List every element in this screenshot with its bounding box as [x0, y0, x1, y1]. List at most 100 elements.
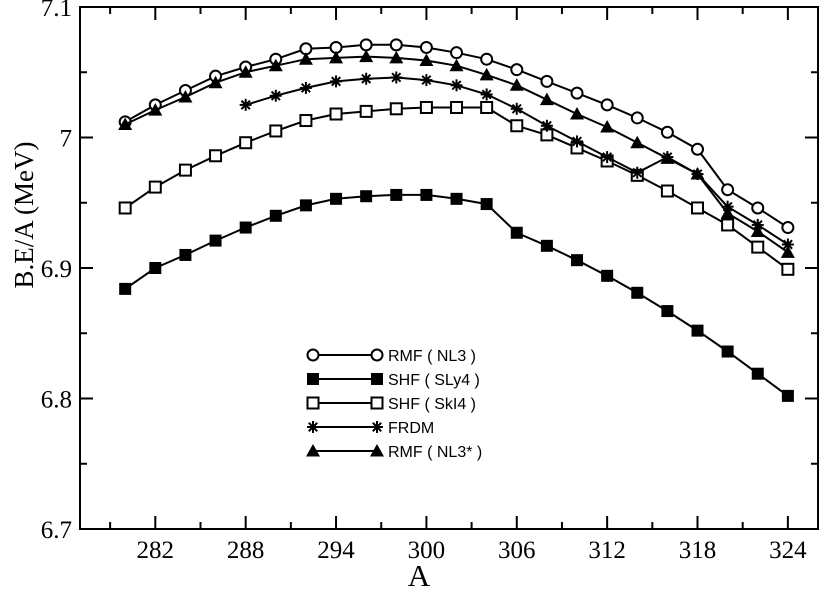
data-point [510, 102, 523, 115]
data-point [510, 226, 523, 239]
data-point [239, 221, 252, 234]
data-point [721, 345, 734, 358]
series-line [124, 106, 789, 271]
data-point [449, 58, 464, 72]
legend-item: FRDM [307, 420, 434, 437]
y-tick-label: 7 [60, 126, 73, 153]
data-point [691, 142, 705, 156]
data-point [208, 75, 223, 89]
legend-marker [306, 396, 320, 410]
y-tick-label: 7.1 [41, 0, 72, 22]
legend-marker [371, 421, 383, 433]
legend-item: RMF ( NL3 ) [306, 348, 476, 365]
data-point [510, 63, 524, 77]
data-point [329, 50, 344, 64]
legend-marker [370, 348, 384, 362]
y-tick-label: 6.7 [41, 517, 72, 544]
data-point [178, 163, 192, 177]
legend-label: SHF ( SkI4 ) [388, 396, 476, 413]
series-2 [118, 100, 795, 276]
legend-item: SHF ( SLy4 ) [307, 372, 480, 389]
data-point [690, 167, 705, 180]
data-point [691, 324, 704, 337]
data-point [269, 124, 283, 138]
data-point [268, 58, 283, 72]
data-point [780, 245, 795, 258]
data-point [751, 240, 765, 254]
x-axis-title: A [408, 558, 431, 593]
x-tick-label: 312 [588, 537, 626, 564]
data-point [209, 234, 222, 247]
data-point [480, 52, 494, 66]
data-point [601, 151, 614, 164]
data-point [751, 201, 765, 215]
y-tick-label: 6.9 [41, 256, 72, 283]
plot-area [118, 38, 795, 402]
data-point [540, 239, 553, 252]
legend-marker [306, 348, 320, 362]
legend-marker [370, 444, 384, 457]
data-point [571, 135, 584, 148]
data-point [721, 218, 735, 232]
data-point [238, 65, 253, 78]
data-point [389, 50, 404, 64]
data-point [148, 180, 162, 194]
x-tick-label: 306 [498, 537, 536, 564]
legend-label: RMF ( NL3* ) [388, 444, 482, 461]
data-point [148, 103, 163, 116]
series-4 [118, 49, 795, 258]
data-point [601, 269, 614, 282]
data-point [781, 389, 794, 402]
data-point [661, 305, 674, 318]
data-point [178, 90, 193, 103]
data-point [389, 102, 403, 116]
legend-item: RMF ( NL3* ) [306, 444, 482, 461]
data-point [360, 72, 373, 85]
data-point [298, 52, 313, 65]
data-point [450, 192, 463, 205]
data-point [751, 367, 764, 380]
data-point [269, 89, 282, 102]
legend-marker [306, 444, 320, 457]
data-point [209, 149, 223, 163]
legend-item: SHF ( SkI4 ) [306, 396, 476, 413]
data-point [149, 262, 162, 274]
data-point [721, 183, 735, 197]
legend-label: FRDM [388, 420, 434, 437]
data-point [450, 79, 463, 92]
data-point [299, 81, 312, 94]
data-point [660, 125, 674, 139]
data-point [360, 190, 373, 203]
data-point [540, 119, 553, 132]
data-point [389, 38, 403, 52]
data-point [450, 46, 464, 60]
data-point [630, 135, 645, 149]
data-point [480, 88, 493, 101]
x-tick-label: 282 [137, 537, 175, 564]
data-point [600, 98, 614, 112]
data-point [510, 119, 524, 133]
y-tick-label: 6.8 [41, 387, 72, 414]
data-point [329, 107, 343, 121]
data-point [118, 117, 133, 130]
data-point [630, 111, 644, 125]
data-point [720, 206, 735, 219]
data-point [119, 282, 132, 295]
data-point [239, 98, 252, 111]
data-point [660, 184, 674, 198]
data-point [420, 74, 433, 87]
legend-label: SHF ( SLy4 ) [388, 372, 480, 389]
legend-label: RMF ( NL3 ) [388, 348, 476, 365]
data-point [631, 166, 644, 179]
legend-marker [307, 421, 319, 433]
data-point [571, 254, 584, 267]
data-point [420, 188, 433, 201]
series-0 [118, 38, 795, 235]
data-point [239, 136, 253, 150]
data-point [450, 100, 464, 114]
data-point [781, 262, 795, 276]
data-point [330, 75, 343, 88]
data-point [179, 248, 192, 261]
data-point [419, 100, 433, 114]
